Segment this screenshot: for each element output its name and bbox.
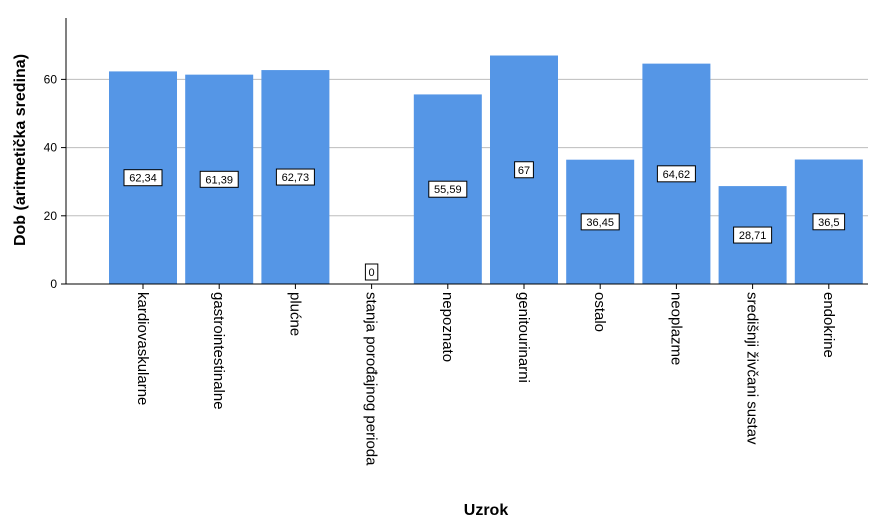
data-label-text: 62,73 <box>282 172 310 184</box>
bars <box>109 55 863 285</box>
x-category-label: gastrointestinalne <box>210 292 227 410</box>
x-category-label: endokrine <box>820 292 837 358</box>
data-label: 36,5 <box>812 213 846 231</box>
data-label-box <box>123 169 163 187</box>
data-label-box <box>514 161 534 179</box>
data-label-box <box>580 213 620 231</box>
y-tick-label: 40 <box>44 141 58 155</box>
data-label-text: 62,34 <box>129 173 157 185</box>
data-label-box <box>364 263 379 281</box>
data-label-text: 64,62 <box>663 169 691 181</box>
axes <box>61 18 868 289</box>
x-category-label: kardiovaskularne <box>134 292 151 405</box>
data-label-box <box>428 180 468 198</box>
data-label: 64,62 <box>656 165 696 183</box>
data-label: 0 <box>364 263 379 281</box>
data-label: 36,45 <box>580 213 620 231</box>
data-label-text: 55,59 <box>434 184 462 196</box>
data-label-box <box>812 213 846 231</box>
data-label: 67 <box>514 161 534 179</box>
x-category-label: nepoznato <box>439 292 456 362</box>
y-tick-label: 20 <box>44 209 58 223</box>
data-label-box <box>199 170 239 188</box>
x-category-label: središnji živčani sustav <box>744 292 761 445</box>
x-category-label: neoplazme <box>667 292 684 365</box>
data-label: 55,59 <box>428 180 468 198</box>
x-category-label: ostalo <box>591 292 608 332</box>
data-label-box <box>656 165 696 183</box>
data-label-box <box>275 168 315 186</box>
x-axis-title: Uzrok <box>464 502 509 519</box>
data-label-text: 36,5 <box>818 217 839 229</box>
x-category-label: plućne <box>286 292 303 336</box>
x-category-labels: kardiovaskularne gastrointestinalne plućne… <box>134 292 837 466</box>
y-axis-title: Dob (aritmetička sredina) <box>12 54 29 246</box>
y-tick-label: 60 <box>44 72 58 86</box>
data-label: 28,71 <box>733 226 773 244</box>
data-label-text: 28,71 <box>739 230 767 242</box>
data-label: 62,34 <box>123 169 163 187</box>
data-label-text: 36,45 <box>586 217 614 229</box>
data-label-text: 0 <box>369 267 375 279</box>
x-category-label: genitourinarni <box>515 292 532 383</box>
x-category-label: stanja porođajnog perioda <box>363 292 380 466</box>
y-tick-labels: 0 20 40 60 <box>44 72 58 291</box>
data-label-text: 67 <box>518 165 530 177</box>
data-labels: 62,34 61,39 62,73 0 55,59 67 36,45 64,62 28,71 36… <box>123 161 846 281</box>
data-label: 61,39 <box>199 170 239 188</box>
y-tick-label: 0 <box>50 277 57 291</box>
data-label: 62,73 <box>275 168 315 186</box>
data-label-text: 61,39 <box>205 174 233 186</box>
data-label-box <box>733 226 773 244</box>
